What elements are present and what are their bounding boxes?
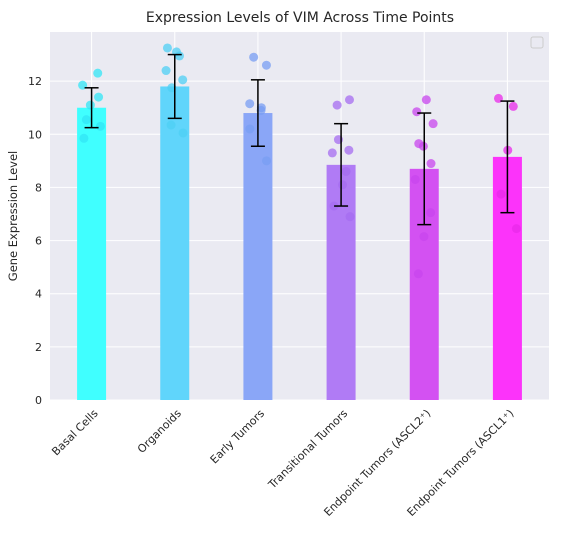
- data-point: [245, 99, 255, 109]
- y-tick-label: 10: [28, 128, 42, 141]
- data-point: [421, 95, 431, 105]
- data-point: [162, 43, 172, 53]
- bar: [160, 86, 190, 401]
- data-point: [256, 105, 266, 115]
- data-point: [81, 115, 91, 125]
- data-point: [338, 180, 348, 190]
- data-point: [341, 166, 351, 176]
- data-point: [426, 159, 436, 169]
- data-point: [428, 119, 438, 129]
- y-tick-label: 12: [28, 75, 42, 88]
- y-tick-label: 0: [35, 394, 42, 407]
- data-point: [412, 107, 422, 117]
- data-point: [178, 75, 188, 85]
- y-tick-label: 2: [35, 341, 42, 354]
- data-point: [426, 208, 436, 218]
- chart-title: Expression Levels of VIM Across Time Poi…: [146, 10, 454, 26]
- data-point: [166, 120, 176, 130]
- data-point: [79, 133, 89, 143]
- y-tick-label: 6: [35, 235, 42, 248]
- y-axis-label: Gene Expression Level: [6, 151, 20, 281]
- data-point: [496, 189, 506, 199]
- data-point: [344, 95, 354, 105]
- x-tick-label: Basal Cells: [49, 407, 101, 459]
- data-point: [249, 52, 259, 62]
- scatter-points: [78, 43, 521, 279]
- data-point: [511, 224, 521, 234]
- x-tick-label: Early Tumors: [208, 407, 268, 467]
- bar: [77, 107, 107, 400]
- data-point: [410, 174, 420, 184]
- data-point: [332, 100, 342, 110]
- data-point: [261, 60, 271, 70]
- data-point: [327, 148, 337, 158]
- data-point: [419, 232, 429, 242]
- data-point: [95, 121, 105, 131]
- data-point: [85, 100, 95, 110]
- error-bars: [84, 53, 515, 226]
- data-point: [508, 101, 518, 111]
- y-tick-label: 4: [35, 288, 42, 301]
- data-point: [161, 66, 171, 76]
- data-point: [329, 201, 339, 211]
- y-tick-label: 8: [35, 181, 42, 194]
- plot-background: [50, 32, 549, 400]
- data-point: [94, 92, 104, 102]
- data-point: [245, 124, 255, 134]
- x-tick-labels: Basal Cells Organoids Early TumorsTransiti…: [49, 407, 516, 519]
- data-point: [413, 269, 423, 279]
- data-point: [262, 156, 272, 166]
- data-point: [418, 141, 428, 151]
- y-tick-labels: 0 2 4 6 8 10 12: [28, 75, 42, 407]
- data-point: [178, 128, 188, 138]
- data-point: [93, 68, 103, 78]
- x-tick-label: Transitional Tumors: [265, 407, 350, 492]
- data-point: [345, 212, 355, 222]
- data-point: [344, 145, 354, 155]
- x-tick-label: Organoids: [135, 407, 184, 456]
- bars: [77, 86, 522, 401]
- bar: [243, 113, 273, 401]
- data-point: [174, 51, 184, 61]
- legend-box: [530, 36, 544, 49]
